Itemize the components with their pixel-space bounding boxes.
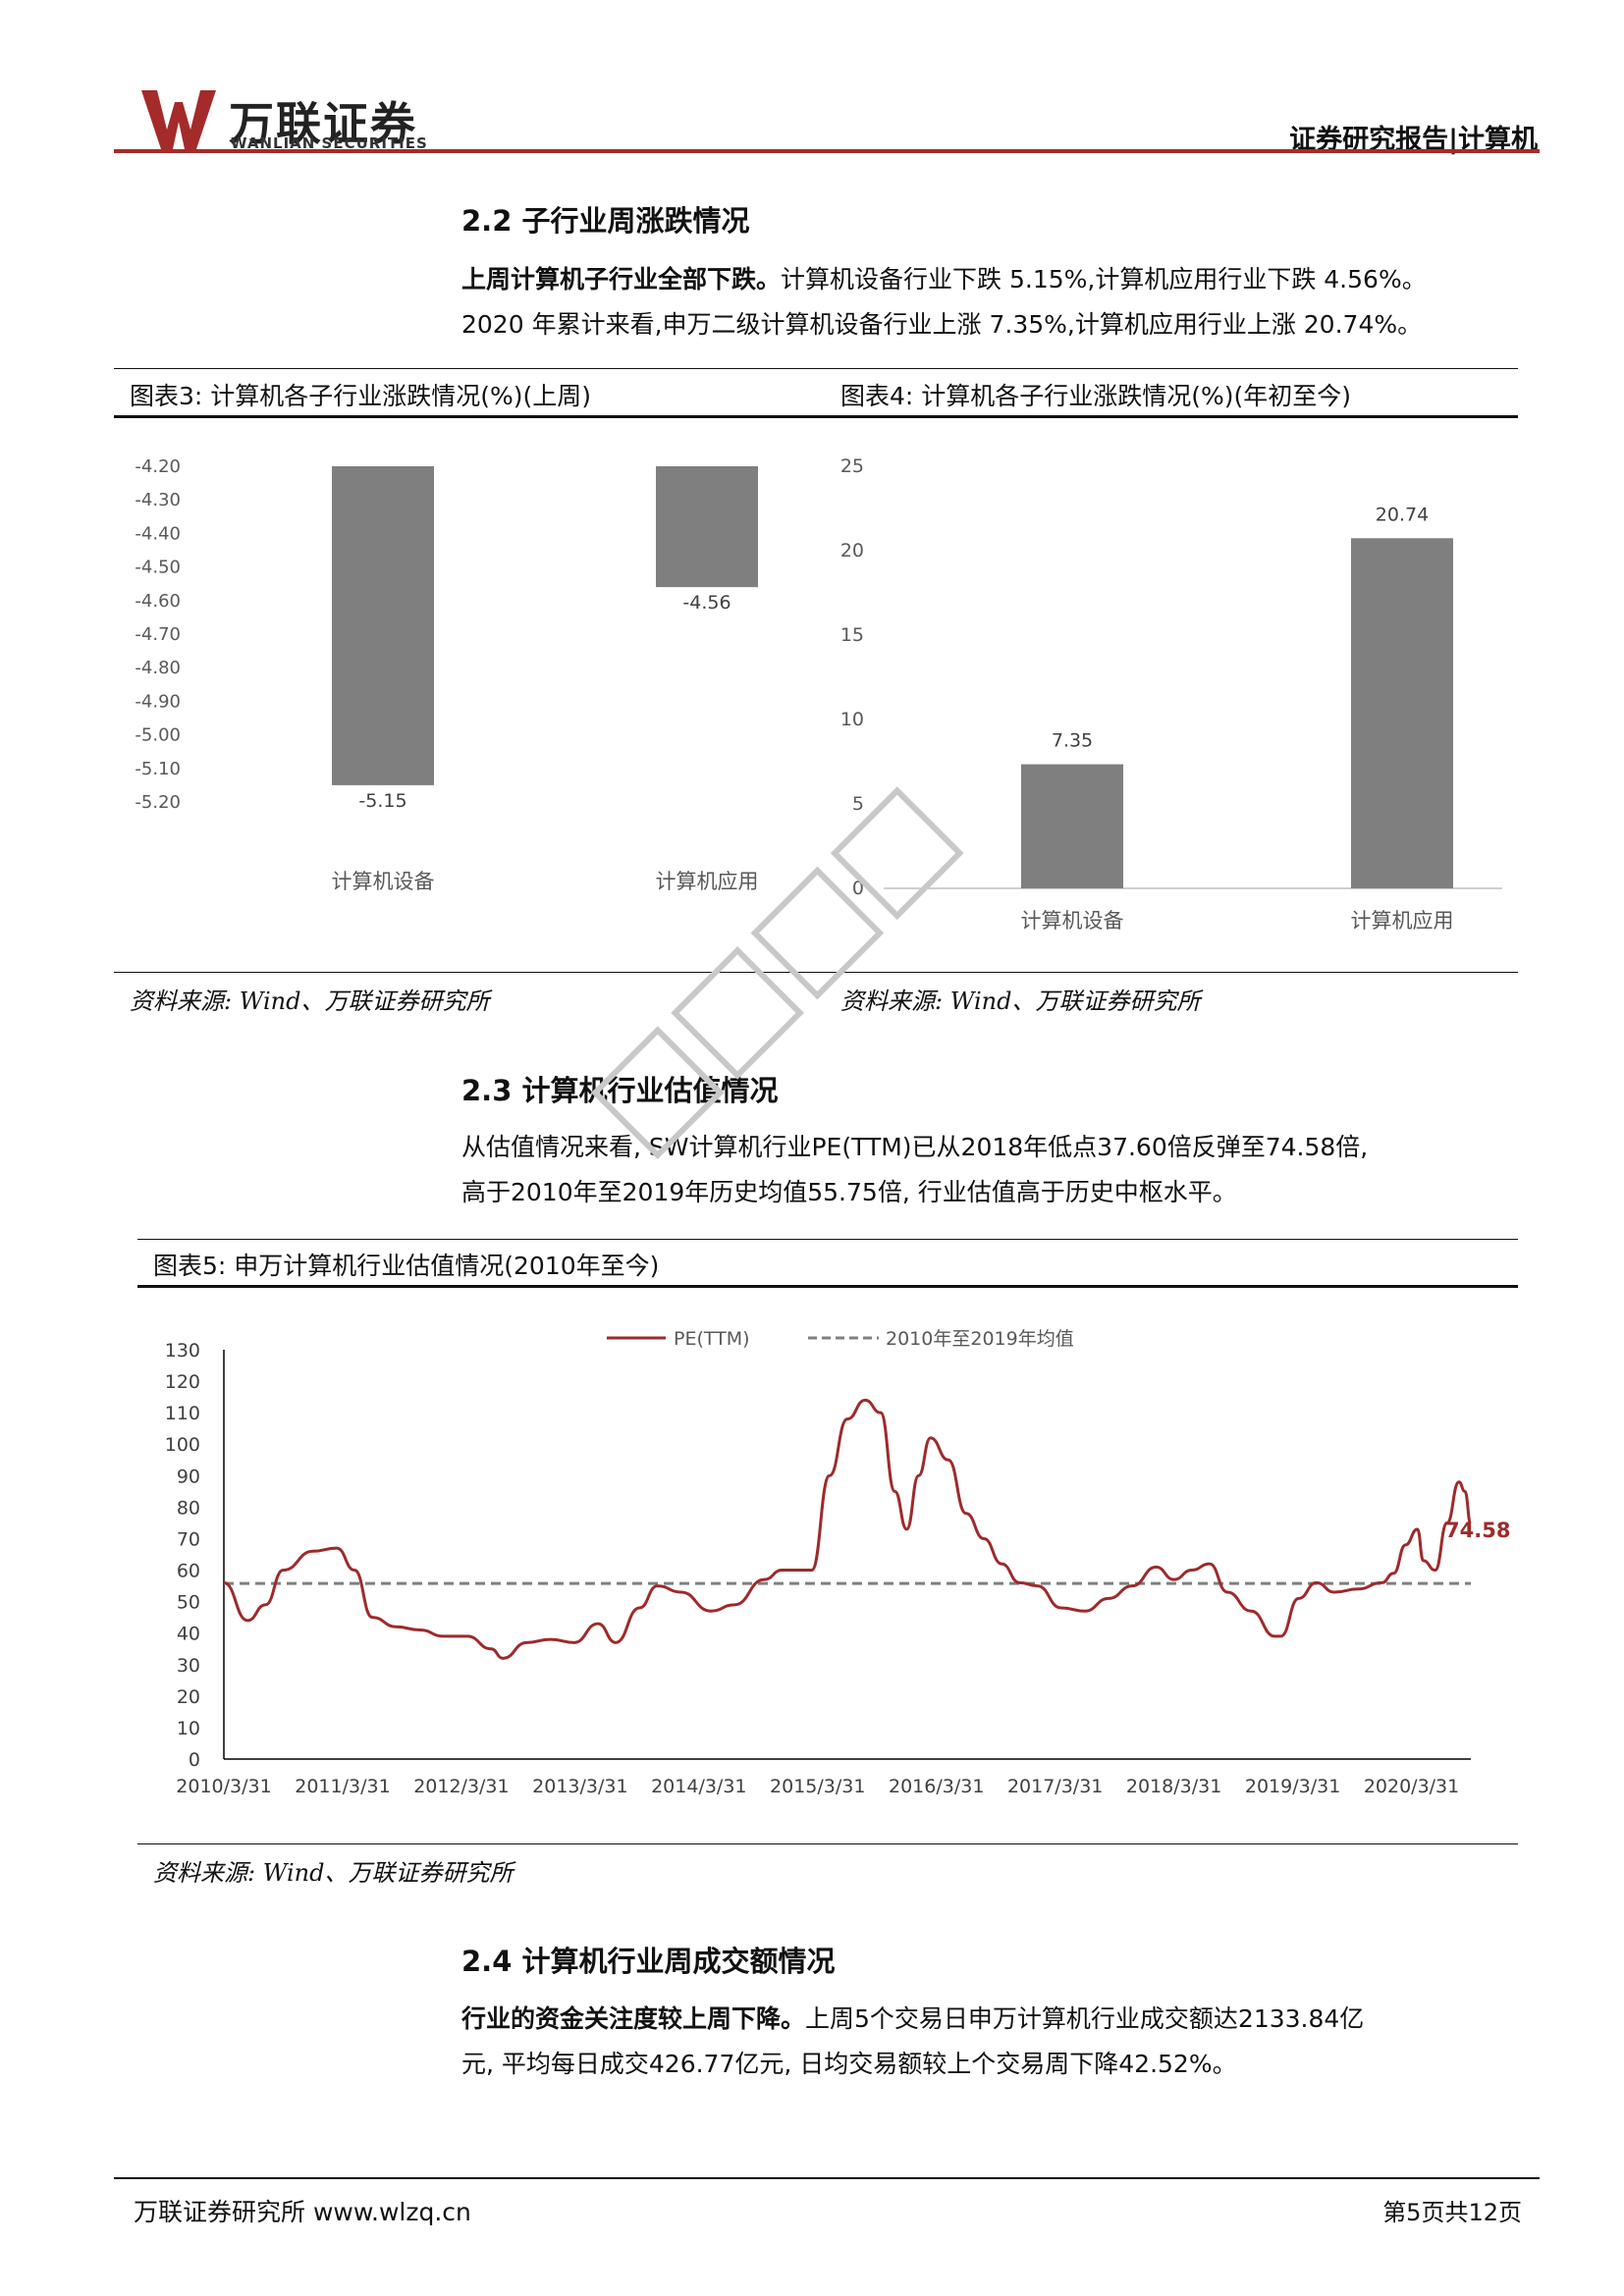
header-rule [114, 149, 1540, 153]
bar [656, 466, 758, 588]
y-tick-label: 10 [177, 1718, 200, 1739]
y-tick-label: -5.00 [135, 725, 181, 746]
y-tick-label: 120 [165, 1371, 200, 1393]
y-tick-label: 5 [852, 793, 864, 815]
lead-text: 计算机设备行业下跌 5.15%,计算机应用行业下跌 4.56%。 [781, 265, 1427, 294]
paragraph-line: 2020 年累计来看,申万二级计算机设备行业上涨 7.35%,计算机应用行业上涨… [461, 310, 1423, 339]
paragraph-line: 元, 平均每日成交426.77亿元, 日均交易额较上个交易周下降42.52%。 [461, 2050, 1237, 2078]
footer-left: 万联证券研究所 www.wlzq.cn [134, 2198, 471, 2226]
x-tick-label: 2013/3/31 [532, 1776, 627, 1797]
y-tick-label: 130 [165, 1340, 200, 1362]
x-tick-label: 2014/3/31 [651, 1776, 746, 1797]
x-tick-label: 2015/3/31 [770, 1776, 865, 1797]
x-tick-label: 计算机应用 [1351, 909, 1454, 933]
lead-bold-text: 上周计算机子行业全部下跌。 [461, 265, 782, 294]
y-tick-label: -4.40 [135, 523, 181, 544]
figure5-top-rule [137, 1239, 1518, 1240]
y-tick-label: -4.30 [135, 490, 181, 510]
y-tick-label: -4.70 [135, 624, 181, 645]
figure5-title: 图表5: 申万计算机行业估值情况(2010年至今) [153, 1252, 660, 1280]
x-tick-label: 2018/3/31 [1126, 1776, 1221, 1797]
x-tick-label: 2011/3/31 [295, 1776, 390, 1797]
bar [332, 466, 434, 785]
logo [137, 90, 224, 149]
y-tick-label: -5.10 [135, 759, 181, 779]
paragraph-line: 从估值情况来看, SW计算机行业PE(TTM)已从2018年低点37.60倍反弹… [461, 1133, 1369, 1161]
y-tick-label: 100 [165, 1434, 200, 1456]
x-tick-label: 2019/3/31 [1245, 1776, 1340, 1797]
x-tick-label: 2012/3/31 [413, 1776, 509, 1797]
x-tick-label: 计算机设备 [332, 870, 435, 893]
y-tick-label: -4.60 [135, 591, 181, 612]
section-heading-2-4: 2.4 计算机行业周成交额情况 [461, 1945, 836, 1978]
data-label: -5.15 [358, 790, 406, 812]
y-tick-label: 25 [840, 455, 864, 477]
y-tick-label: -4.50 [135, 558, 181, 578]
bar [1021, 764, 1123, 888]
figure4-source: 资料来源: Wind、万联证券研究所 [840, 988, 1201, 1015]
data-label: 7.35 [1052, 730, 1093, 752]
footer-rule [114, 2177, 1540, 2179]
figure3-chart: -4.20 -4.30 -4.40 -4.50 -4.60 -4.70 -4.80 -4.90… [135, 456, 759, 893]
x-tick-label: 2020/3/31 [1364, 1776, 1459, 1797]
figure-bottom-rule [114, 972, 1518, 973]
legend-label-mean: 2010年至2019年均值 [886, 1328, 1074, 1350]
y-tick-label: 110 [165, 1403, 200, 1424]
figure-top-rule [114, 368, 1518, 369]
y-tick-label: 90 [177, 1466, 200, 1487]
y-tick-label: 15 [840, 624, 864, 646]
y-tick-label: 0 [189, 1749, 200, 1771]
x-tick-label: 2010/3/31 [176, 1776, 271, 1797]
y-tick-label: 30 [177, 1655, 200, 1677]
section-2-4-paragraph: 行业的资金关注度较上周下降。上周5个交易日申万计算机行业成交额达2133.84亿… [461, 1997, 1532, 2087]
figure5-bottom-rule [137, 1843, 1518, 1844]
figure3-source: 资料来源: Wind、万联证券研究所 [130, 988, 490, 1015]
x-tick-label: 2016/3/31 [889, 1776, 984, 1797]
figure5-title-rule [137, 1285, 1518, 1288]
y-tick-label: 40 [177, 1624, 200, 1645]
y-tick-label: 20 [177, 1686, 200, 1708]
section-2-3-paragraph: 从估值情况来看, SW计算机行业PE(TTM)已从2018年低点37.60倍反弹… [461, 1125, 1532, 1215]
y-tick-label: -5.20 [135, 792, 181, 813]
figure5-source: 资料来源: Wind、万联证券研究所 [153, 1859, 514, 1887]
y-tick-label: 50 [177, 1592, 200, 1614]
y-tick-label: 10 [840, 709, 864, 730]
page-number: 第5页共12页 [1382, 2199, 1522, 2226]
watermark [590, 786, 964, 1160]
y-tick-label: 80 [177, 1497, 200, 1519]
paragraph-line: 高于2010年至2019年历史均值55.75倍, 行业估值高于历史中枢水平。 [461, 1178, 1237, 1206]
y-tick-label: -4.80 [135, 658, 181, 678]
x-tick-label: 计算机应用 [656, 870, 759, 893]
logo-name-en: WANLIAN SECURITIES [231, 134, 428, 152]
bar [1351, 538, 1453, 888]
data-label: 20.74 [1376, 504, 1429, 525]
y-tick-label: 60 [177, 1561, 200, 1582]
x-tick-label: 计算机设备 [1021, 909, 1124, 933]
section-2-2-paragraph: 上周计算机子行业全部下跌。计算机设备行业下跌 5.15%,计算机应用行业下跌 4… [461, 257, 1532, 347]
end-value-label: 74.58 [1445, 1519, 1510, 1542]
series-line-pe [223, 1398, 1473, 1660]
section-heading-2-3: 2.3 计算机行业估值情况 [461, 1074, 779, 1107]
legend-label-pe: PE(TTM) [674, 1328, 750, 1350]
y-tick-label: -4.90 [135, 691, 181, 712]
y-tick-label: 20 [840, 540, 864, 561]
figure5-chart: 0 10 20 30 40 50 60 70 80 90 100 110 120 130 2010/3/31… [165, 1328, 1511, 1797]
lead-text: 上周5个交易日申万计算机行业成交额达2133.84亿 [805, 2004, 1365, 2033]
y-tick-label: -4.20 [135, 456, 181, 477]
y-tick-label: 70 [177, 1528, 200, 1550]
x-tick-label: 2017/3/31 [1007, 1776, 1103, 1797]
figure4-title: 图表4: 计算机各子行业涨跌情况(%)(年初至今) [840, 382, 1352, 410]
section-heading-2-2: 2.2 子行业周涨跌情况 [461, 204, 750, 238]
data-label: -4.56 [682, 592, 731, 614]
logo-name-cn: 万联证券 [229, 97, 417, 150]
figure-title-rule [114, 415, 1518, 418]
lead-bold-text: 行业的资金关注度较上周下降。 [461, 2004, 806, 2033]
figure3-title: 图表3: 计算机各子行业涨跌情况(%)(上周) [130, 382, 592, 410]
